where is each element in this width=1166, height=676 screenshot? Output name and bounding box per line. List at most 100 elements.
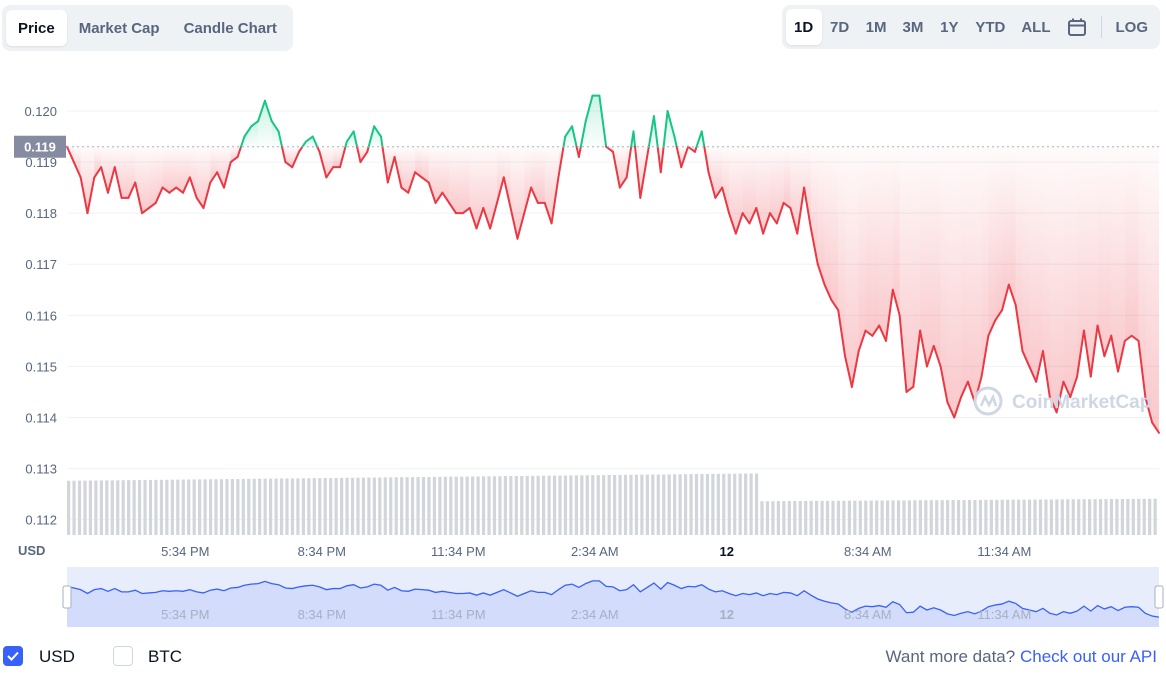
price-line-segment bbox=[960, 380, 969, 399]
price-line-segment bbox=[579, 120, 587, 148]
volume-bar bbox=[121, 480, 125, 535]
price-area-segment bbox=[155, 146, 163, 203]
price-line-segment bbox=[703, 145, 710, 174]
price-line-segment bbox=[168, 186, 178, 194]
range-1m-button[interactable]: 1M bbox=[865, 18, 887, 36]
price-area-segment bbox=[906, 146, 914, 392]
tab-candle-chart[interactable]: Candle Chart bbox=[183, 19, 277, 37]
volume-bar bbox=[427, 476, 431, 535]
log-scale-button[interactable]: LOG bbox=[1115, 18, 1149, 36]
volume-bar bbox=[1011, 499, 1015, 535]
price-area-segment bbox=[1145, 146, 1153, 423]
price-area-segment bbox=[763, 146, 770, 234]
price-line-segment bbox=[803, 186, 812, 230]
price-area-segment bbox=[101, 146, 108, 193]
price-area-segment bbox=[865, 146, 873, 336]
volume-bar bbox=[978, 499, 983, 535]
price-area-segment bbox=[80, 146, 88, 214]
volume-bar bbox=[913, 500, 917, 535]
volume-bar bbox=[372, 477, 376, 535]
price-line-segment bbox=[939, 365, 949, 404]
volume-bar bbox=[984, 499, 988, 535]
navigator-right-handle[interactable] bbox=[1154, 585, 1164, 609]
price-area-segment bbox=[203, 146, 211, 209]
volume-bar bbox=[252, 478, 256, 535]
price-line-segment bbox=[502, 176, 512, 210]
volume-bar bbox=[907, 500, 912, 535]
volume-bar bbox=[1044, 499, 1048, 535]
price-line-segment bbox=[86, 176, 96, 215]
price-area-segment bbox=[135, 146, 143, 214]
coinmarketcap-logo-icon bbox=[973, 386, 1003, 416]
current-price-badge bbox=[14, 135, 66, 158]
volume-bar bbox=[880, 500, 884, 535]
price-line-segment bbox=[850, 350, 860, 388]
price-line-segment bbox=[816, 263, 826, 286]
price-line-segment bbox=[605, 145, 614, 153]
price-line-segment bbox=[1123, 334, 1133, 342]
price-area-segment bbox=[565, 126, 573, 147]
price-line-segment bbox=[543, 201, 553, 225]
tab-price[interactable]: Price bbox=[6, 10, 67, 46]
api-link[interactable]: Check out our API bbox=[1019, 647, 1157, 666]
price-line-segment bbox=[625, 145, 633, 179]
price-line-segment bbox=[414, 171, 423, 179]
x-tick-label: 11:34 PM bbox=[431, 544, 486, 559]
price-area-segment bbox=[1015, 146, 1023, 352]
volume-bar bbox=[563, 475, 568, 535]
price-area-segment bbox=[1077, 146, 1084, 377]
price-line-segment bbox=[1062, 380, 1072, 399]
volume-bar bbox=[1088, 499, 1092, 535]
volume-bar bbox=[673, 474, 677, 535]
volume-bar bbox=[1126, 498, 1130, 535]
tab-market-cap[interactable]: Market Cap bbox=[78, 19, 160, 37]
volume-bar bbox=[67, 480, 71, 535]
price-line-segment bbox=[734, 212, 744, 235]
usd-label: USD bbox=[39, 647, 75, 666]
price-line-segment bbox=[359, 150, 369, 164]
price-area-segment bbox=[374, 126, 381, 147]
volume-bar bbox=[394, 477, 398, 535]
volume-bar bbox=[558, 475, 562, 535]
range-3m-button[interactable]: 3M bbox=[902, 18, 924, 36]
price-line-segment bbox=[93, 166, 103, 179]
range-1d-button[interactable]: 1D bbox=[785, 9, 822, 45]
navigator-left-handle[interactable] bbox=[62, 585, 72, 609]
price-area-segment bbox=[469, 146, 477, 229]
price-area-segment bbox=[1090, 146, 1098, 377]
range-all-button[interactable]: ALL bbox=[1021, 18, 1051, 36]
price-line-segment bbox=[891, 288, 901, 317]
price-area-segment bbox=[503, 146, 511, 209]
y-tick-label: 0.118 bbox=[25, 206, 57, 221]
navigator-tick-label: 12 bbox=[720, 607, 734, 622]
price-line-segment bbox=[1041, 350, 1051, 399]
range-7d-button[interactable]: 7D bbox=[830, 18, 850, 36]
volume-bar bbox=[765, 501, 770, 535]
volume-bar bbox=[460, 476, 464, 535]
btc-checkbox[interactable] bbox=[113, 646, 133, 666]
volume-bar bbox=[946, 500, 950, 535]
price-line-segment bbox=[72, 161, 82, 179]
price-line-segment bbox=[1021, 350, 1031, 368]
volume-bar bbox=[1082, 499, 1086, 535]
volume-bar bbox=[1022, 499, 1026, 535]
usd-checkbox[interactable] bbox=[3, 646, 23, 666]
price-line-segment bbox=[987, 319, 997, 337]
price-area-segment bbox=[1152, 146, 1159, 433]
price-line-segment bbox=[898, 314, 908, 393]
price-area-segment bbox=[838, 146, 846, 357]
price-line-segment bbox=[1069, 375, 1079, 399]
price-line-segment bbox=[714, 186, 724, 199]
range-ytd-button[interactable]: YTD bbox=[975, 18, 1006, 36]
price-line-segment bbox=[318, 150, 328, 179]
volume-bar bbox=[634, 474, 639, 535]
volume-bar bbox=[711, 473, 715, 535]
price-line-segment bbox=[1076, 329, 1085, 378]
y-tick-label: 0.113 bbox=[25, 462, 57, 477]
volume-bar bbox=[334, 477, 338, 535]
price-area-segment bbox=[981, 146, 989, 377]
price-line-segment bbox=[209, 171, 219, 184]
calendar-button[interactable] bbox=[1059, 9, 1095, 45]
range-1y-button[interactable]: 1Y bbox=[940, 18, 959, 36]
volume-bar bbox=[203, 479, 207, 535]
